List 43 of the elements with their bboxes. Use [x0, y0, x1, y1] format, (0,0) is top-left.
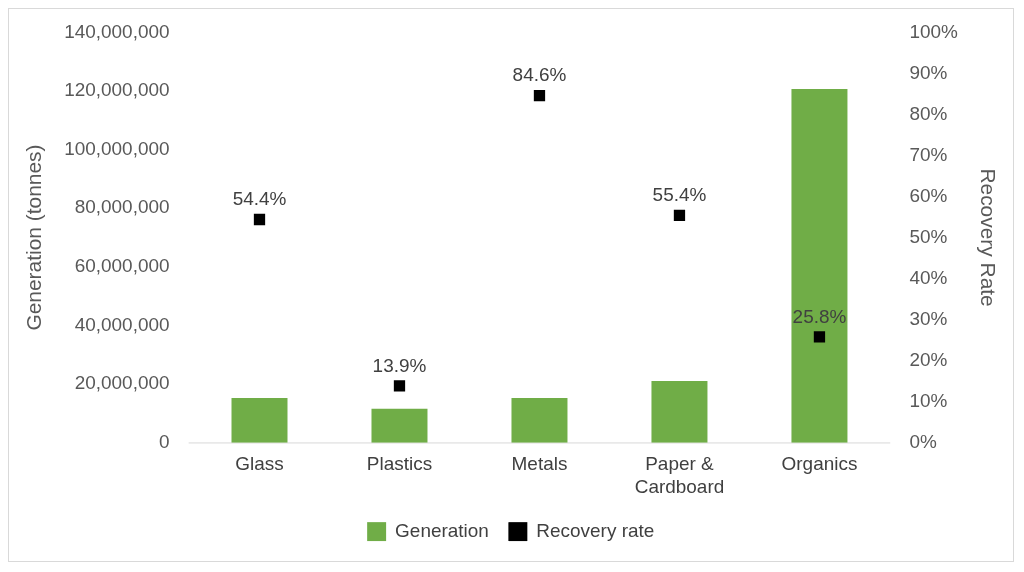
- point: [813, 331, 826, 343]
- x-tick-label: Plastics: [366, 453, 433, 475]
- x-tick-label: Organics: [781, 453, 858, 475]
- y-tick-label: 60,000,000: [74, 255, 170, 277]
- x-tick-label: Glass: [235, 453, 284, 475]
- y2-tick-label: 100%: [909, 20, 959, 42]
- bar: [651, 380, 708, 443]
- y2-tick-label: 0%: [909, 431, 937, 453]
- point: [393, 380, 406, 392]
- y2-tick-label: 20%: [909, 348, 948, 370]
- y-tick-label: 140,000,000: [64, 20, 170, 42]
- y2-axis-title: Recovery Rate: [976, 168, 1000, 307]
- data-label: 84.6%: [512, 64, 567, 86]
- y2-tick-label: 40%: [909, 266, 948, 288]
- y2-tick-label: 60%: [909, 184, 948, 206]
- bar: [511, 397, 568, 443]
- y2-tick-label: 50%: [909, 225, 948, 247]
- bar: [371, 408, 428, 443]
- legend-label: Generation: [395, 519, 489, 541]
- data-label: 55.4%: [652, 184, 707, 206]
- x-tick-label: Paper & Cardboard: [634, 453, 725, 498]
- y2-tick-label: 10%: [909, 390, 948, 411]
- x-tick-label: Metals: [511, 453, 568, 475]
- data-label: 13.9%: [372, 354, 427, 376]
- y-tick-label: 80,000,000: [74, 196, 170, 218]
- data-label: 54.4%: [232, 188, 287, 210]
- y-tick-label: 40,000,000: [74, 313, 170, 335]
- y2-tick-label: 90%: [909, 61, 948, 83]
- y2-tick-label: 30%: [909, 307, 948, 329]
- y2-tick-label: 80%: [909, 102, 948, 124]
- y2-tick-label: 70%: [909, 143, 948, 165]
- legend-label: Recovery rate: [536, 519, 655, 541]
- bar: [791, 88, 848, 443]
- y-axis-title: Generation (tonnes): [22, 144, 46, 331]
- bar: [231, 397, 288, 443]
- y-tick-label: 100,000,000: [64, 137, 170, 159]
- data-label: 25.8%: [792, 305, 847, 327]
- y-tick-label: 20,000,000: [74, 372, 170, 394]
- point: [533, 89, 546, 102]
- point: [253, 213, 266, 226]
- y-tick-label: 120,000,000: [64, 79, 170, 101]
- point: [673, 209, 686, 222]
- y-tick-label: 0: [158, 431, 170, 453]
